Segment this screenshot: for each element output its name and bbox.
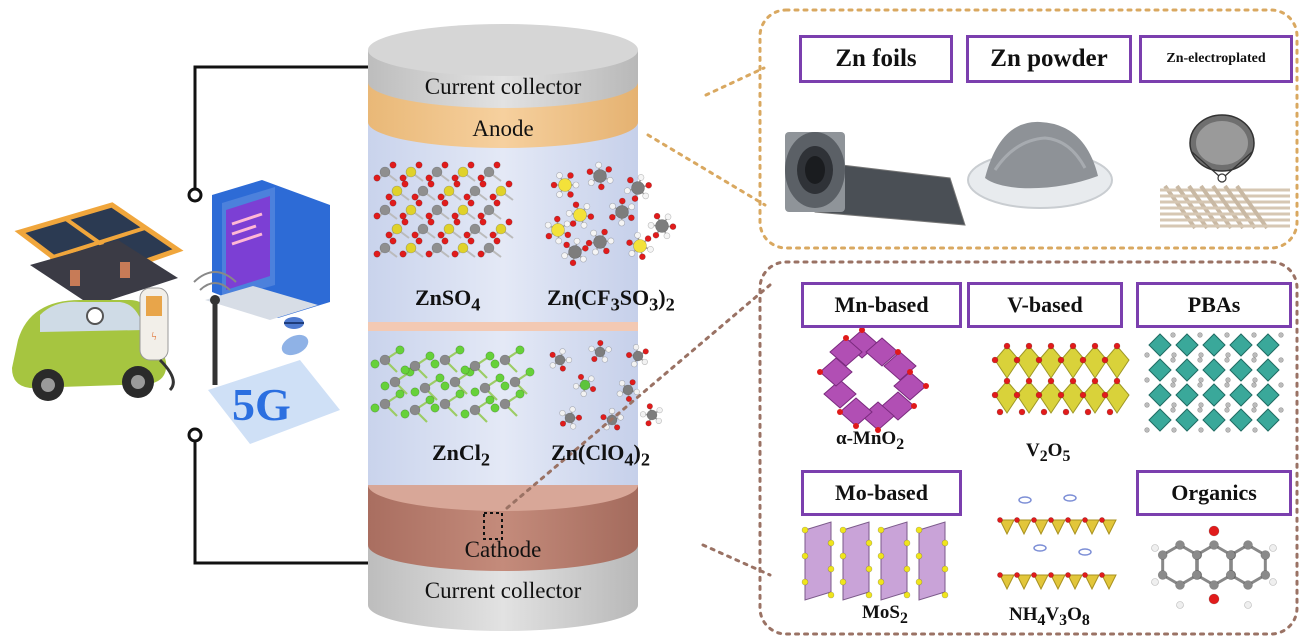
anode-label: Anode (472, 116, 533, 141)
computer-icon (205, 180, 330, 320)
mno2-structure-icon (817, 327, 929, 433)
zn-powder-box: Zn powder (966, 35, 1132, 83)
znso4-label: ZnSO4 (415, 285, 480, 315)
v-based-box: V-based (967, 282, 1123, 328)
nh4v3o8-structure-icon (997, 495, 1116, 589)
zn-electroplated-box: Zn-electroplated (1139, 35, 1293, 83)
v2o5-structure-icon (992, 343, 1129, 415)
pbas-box: PBAs (1136, 282, 1292, 328)
cathode-label: Cathode (465, 537, 542, 562)
zncl2-label: ZnCl2 (432, 440, 490, 470)
nh4v3o8-label: NH4V3O8 (1009, 604, 1090, 630)
mos2-label: MoS2 (862, 602, 908, 628)
anode-connector (706, 68, 764, 95)
top-collector-label: Current collector (425, 74, 582, 99)
svg-text:ϟ: ϟ (151, 329, 156, 343)
zn-powder-image (968, 122, 1112, 208)
mno2-label: α-MnO2 (836, 428, 904, 454)
bottom-collector-label: Current collector (425, 578, 582, 603)
terminal-bottom (189, 429, 201, 441)
terminal-top (189, 189, 201, 201)
mo-based-box: Mo-based (801, 470, 962, 516)
organic-molecule-icon (1152, 526, 1277, 609)
pbas-structure-icon (1145, 333, 1284, 433)
5g-label: 5G (232, 379, 291, 430)
zn-foils-box: Zn foils (799, 35, 953, 83)
zn-electroplated-image (1160, 115, 1290, 228)
zncf3so3-label: Zn(CF3SO3)2 (547, 285, 675, 315)
v2o5-label: V2O5 (1026, 440, 1070, 466)
znclo4-label: Zn(ClO4)2 (551, 440, 650, 470)
mn-based-box: Mn-based (801, 282, 962, 328)
mos2-structure-icon (802, 522, 948, 600)
organics-box: Organics (1136, 470, 1292, 516)
anode-connector (648, 135, 765, 205)
zn-foil-image (785, 132, 965, 225)
